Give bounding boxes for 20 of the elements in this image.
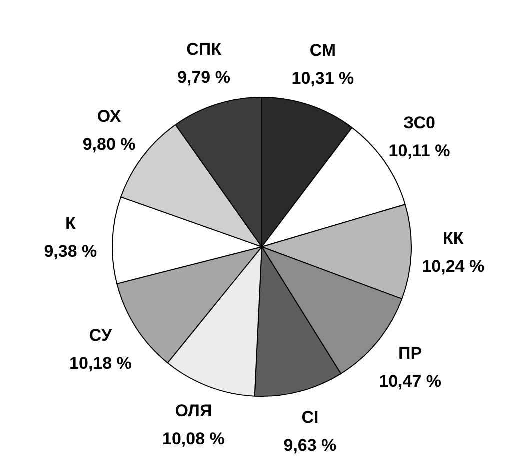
slice-label: КК	[443, 229, 464, 248]
data-label: 9,38 %	[44, 242, 98, 262]
slice-label: ЗС0	[403, 114, 436, 133]
data-label: 10,08 %	[162, 430, 225, 449]
slice-label: К	[66, 214, 76, 234]
data-label: 10,24 %	[422, 257, 485, 276]
slice-label: СУ	[89, 326, 112, 345]
data-label: 9,79 %	[178, 68, 230, 88]
data-label: 10,47 %	[379, 372, 442, 391]
slice-label: СІ	[302, 408, 319, 428]
data-label: 10,18 %	[70, 354, 132, 373]
data-label: 9,80 %	[82, 135, 136, 154]
slice-label: СМ	[310, 41, 336, 60]
data-label: 10,11 %	[388, 142, 450, 161]
slice-label: ПР	[398, 344, 422, 363]
slice-label: СПК	[186, 40, 222, 60]
data-label: 9,63 %	[284, 436, 337, 456]
data-label: 10,31 %	[292, 69, 354, 88]
slice-label: ОХ	[97, 107, 122, 126]
slice-label: ОЛЯ	[175, 402, 212, 421]
